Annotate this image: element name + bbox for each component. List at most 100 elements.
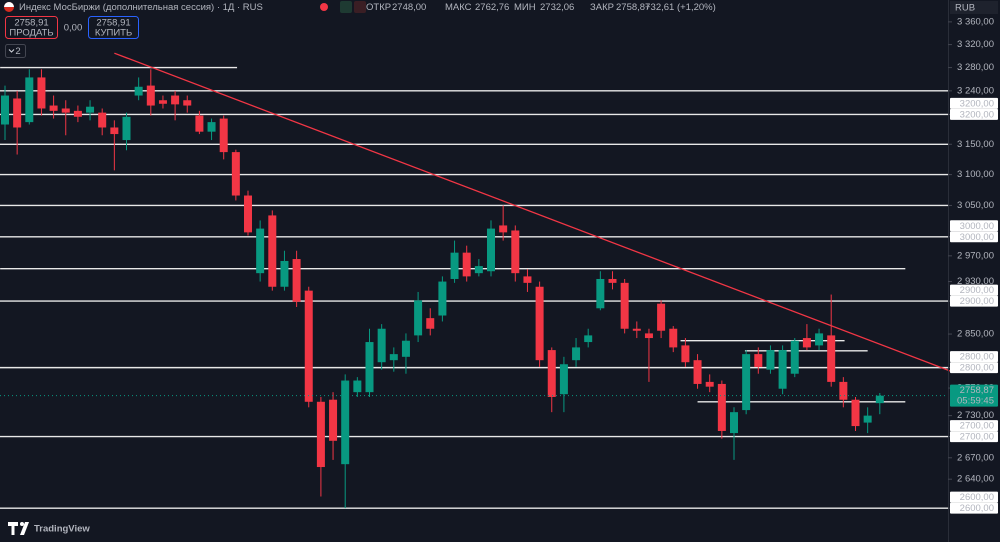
candle-body [98, 112, 107, 128]
level-label-box [950, 108, 998, 120]
level-label: 3200,00 [960, 98, 994, 109]
candle-body [632, 328, 641, 331]
candle-body [365, 342, 374, 393]
candle-body [474, 266, 483, 274]
y-tick-label: 3 050,00 [957, 200, 994, 211]
level-label: 2800,00 [960, 352, 994, 363]
candle-body [511, 230, 520, 274]
status-dot [320, 3, 328, 11]
candle-body [61, 108, 70, 113]
candle-body [657, 303, 666, 331]
plot-area [0, 52, 951, 509]
countdown: 05:59:45 [957, 396, 994, 407]
ohlc-change: +32,61 (+1,20%) [645, 2, 716, 13]
candle-body [535, 286, 544, 361]
candle-body [256, 228, 265, 274]
indicators-toggle[interactable] [5, 44, 26, 58]
candle-body [401, 340, 410, 357]
candle-body [499, 225, 508, 233]
candle-body [134, 86, 143, 96]
y-tick-label: 2 970,00 [957, 250, 994, 261]
candle-body [438, 281, 447, 316]
currency-box[interactable] [950, 1, 998, 14]
logo: TradingView [8, 522, 90, 535]
candle-body [669, 328, 678, 348]
candle-body [681, 345, 690, 363]
candle-body [280, 260, 289, 287]
y-tick-label: 3 240,00 [957, 85, 994, 96]
candle-body [523, 276, 532, 283]
level-label-box [950, 420, 998, 432]
logo-text: TradingView [34, 524, 90, 535]
level-label-box [950, 491, 998, 503]
candle-body [329, 399, 338, 441]
candle-body [207, 122, 216, 132]
candle-body [353, 380, 362, 393]
level-label-box [950, 351, 998, 363]
level-label-box [950, 97, 998, 109]
market-status [354, 1, 366, 13]
candle-body [584, 335, 593, 343]
level-label-box [950, 295, 998, 307]
candle-body [754, 354, 763, 367]
buy-button[interactable] [88, 16, 139, 39]
ohlc-label: ОТКР [366, 2, 391, 13]
sell-button[interactable] [5, 16, 58, 39]
symbol-title: Индекс МосБиржи (дополнительная сессия) … [19, 2, 263, 13]
level-label: 3000,00 [960, 221, 994, 232]
y-tick-label: 3 280,00 [957, 62, 994, 73]
candle-body [268, 215, 277, 287]
y-tick-label: 2 730,00 [957, 410, 994, 421]
candle-body [802, 338, 811, 348]
logo-icon [20, 522, 29, 535]
ohlc-value: 2762,76 [475, 2, 509, 13]
candle-body [73, 110, 82, 117]
currency: RUB [955, 3, 975, 14]
candle-body [815, 333, 824, 346]
ohlc-value: 2748,00 [392, 2, 426, 13]
level-label-box [950, 220, 998, 232]
level-label: 2600,00 [960, 492, 994, 503]
level-label: 2700,00 [960, 432, 994, 443]
y-tick-label: 2 670,00 [957, 452, 994, 463]
candle-body [122, 116, 131, 141]
flag-icon [4, 2, 14, 7]
candle-body [705, 381, 714, 387]
y-tick-label: 3 100,00 [957, 169, 994, 180]
level-label: 3200,00 [960, 109, 994, 120]
candle-body [316, 401, 325, 468]
candle-body [827, 335, 836, 382]
candle-body [875, 395, 884, 404]
candle-body [146, 85, 155, 106]
candle-body [1, 95, 9, 125]
candle-body [25, 77, 34, 123]
candle-body [620, 282, 629, 329]
candle-body [778, 350, 787, 389]
price-axis: 3 360,003 320,003 280,003 240,003 200,00… [948, 16, 998, 514]
indicators-count: 2 [15, 46, 20, 57]
candle-body [693, 360, 702, 384]
level-label: 3000,00 [960, 232, 994, 243]
y-tick-label: 2 640,00 [957, 474, 994, 485]
ohlc-label: ЗАКР [590, 2, 614, 13]
ohlc-value: 2732,06 [540, 2, 574, 13]
candle-body [790, 340, 799, 374]
level-label: 2900,00 [960, 285, 994, 296]
level-label-box [950, 362, 998, 374]
candle-body [426, 318, 435, 329]
sell-price: 2758,91 [14, 18, 48, 29]
logo-icon [8, 522, 18, 535]
spread: 0,00 [64, 23, 83, 34]
candle-body [13, 98, 22, 128]
candle-body [377, 328, 386, 363]
buy-price: 2758,91 [96, 18, 130, 29]
candle-body [644, 333, 653, 339]
candle-body [487, 228, 495, 272]
level-label-box [950, 431, 998, 443]
candle-body [462, 252, 471, 277]
level-label: 2700,00 [960, 421, 994, 432]
candle-body [389, 354, 398, 361]
candle-body [292, 259, 301, 302]
